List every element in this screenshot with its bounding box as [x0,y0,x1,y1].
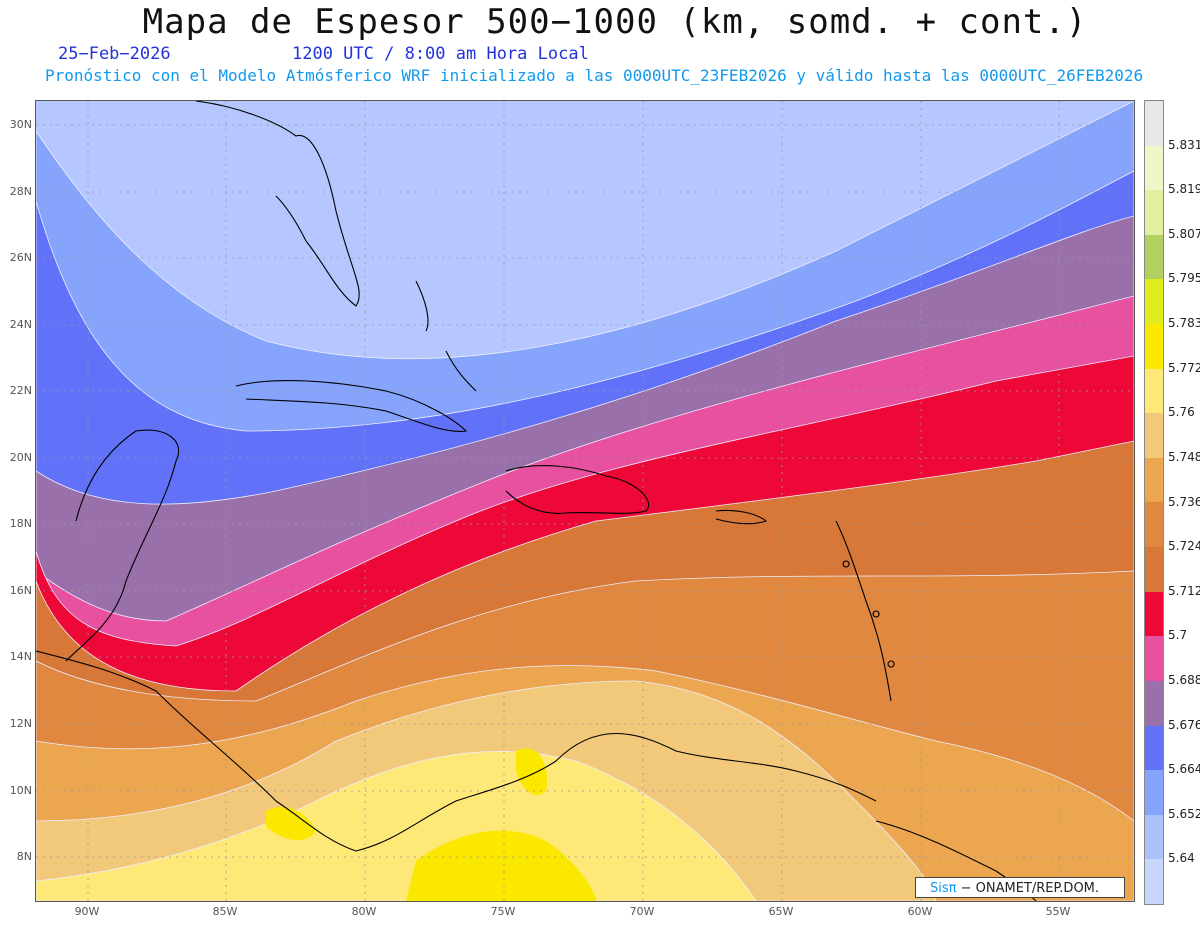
map-title: Mapa de Espesor 500−1000 (km, somd. + co… [142,2,1088,42]
lon-label: 90W [74,905,100,918]
colorbar-swatch [1145,591,1163,637]
lon-label: 70W [629,905,655,918]
colorbar-swatch [1145,145,1163,191]
credit-text: − ONAMET/REP.DOM. [960,881,1100,896]
colorbar-swatch [1145,324,1163,369]
colorbar-swatch [1145,770,1163,815]
lon-label: 85W [212,905,238,918]
colorbar-label: 5.7 [1168,628,1188,643]
colorbar-swatch [1145,279,1163,325]
colorbar-label: 5.664 [1168,762,1200,777]
colorbar-swatch [1145,101,1163,146]
colorbar-swatch [1145,680,1163,726]
model-subtitle: Pronóstico con el Modelo Atmósferico WRF… [45,66,1144,85]
colorbar-label: 5.819 [1168,182,1200,197]
colorbar [1144,100,1164,905]
thickness-map [35,100,1135,902]
lat-label: 22N [9,384,32,397]
colorbar-label: 5.76 [1168,405,1195,420]
lat-label: 18N [9,517,32,530]
colorbar-swatch [1145,234,1163,280]
lon-label: 65W [768,905,794,918]
lat-label: 30N [9,118,32,131]
colorbar-swatch [1145,814,1163,860]
colorbar-label: 5.795 [1168,271,1200,286]
colorbar-swatch [1145,190,1163,235]
credit-box: Sisπ − ONAMET/REP.DOM. [915,877,1125,898]
colorbar-swatch [1145,725,1163,771]
colorbar-label: 5.724 [1168,539,1200,554]
colorbar-label: 5.712 [1168,583,1200,598]
forecast-date: 25−Feb−2026 [58,44,171,64]
lon-label: 60W [907,905,933,918]
lat-label: 16N [9,584,32,597]
credit-brand: Sisπ [930,881,957,896]
colorbar-label: 5.772 [1168,360,1200,375]
lat-label: 8N [16,850,32,863]
colorbar-swatch [1145,502,1163,548]
lat-label: 20N [9,451,32,464]
colorbar-label: 5.783 [1168,316,1200,331]
colorbar-label: 5.676 [1168,717,1200,732]
colorbar-label: 5.831 [1168,137,1200,152]
colorbar-swatch [1145,547,1163,592]
colorbar-swatch [1145,413,1163,458]
lon-label: 55W [1045,905,1071,918]
lon-label: 75W [490,905,516,918]
colorbar-swatch [1145,859,1163,904]
lat-label: 26N [9,251,32,264]
colorbar-label: 5.807 [1168,226,1200,241]
lon-label: 80W [351,905,377,918]
colorbar-swatch [1145,636,1163,681]
lat-label: 28N [9,185,32,198]
colorbar-swatch [1145,457,1163,503]
colorbar-label: 5.64 [1168,851,1195,866]
colorbar-swatch [1145,368,1163,414]
colorbar-label: 5.652 [1168,806,1200,821]
lat-label: 10N [9,784,32,797]
lat-label: 14N [9,650,32,663]
lat-label: 24N [9,318,32,331]
colorbar-label: 5.748 [1168,449,1200,464]
colorbar-label: 5.736 [1168,494,1200,509]
forecast-time: 1200 UTC / 8:00 am Hora Local [292,44,589,64]
lat-label: 12N [9,717,32,730]
colorbar-label: 5.688 [1168,672,1200,687]
